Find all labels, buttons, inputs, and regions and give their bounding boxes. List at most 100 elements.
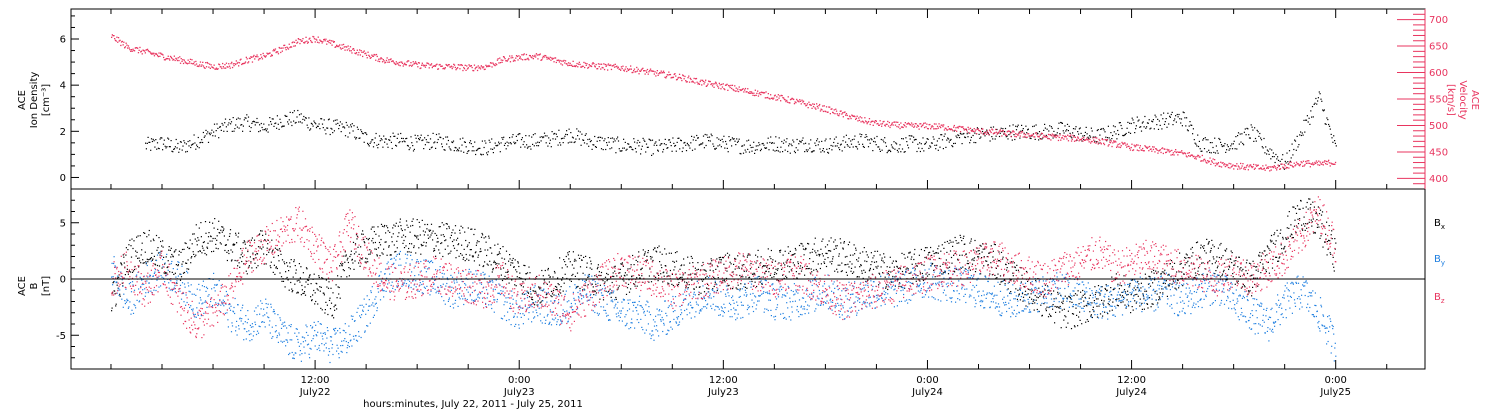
density-point <box>305 117 307 119</box>
density-point <box>494 142 496 144</box>
bx-point <box>979 253 981 255</box>
density-point <box>673 142 675 144</box>
bx-point <box>130 245 132 247</box>
velocity-point <box>685 81 688 83</box>
density-point <box>446 136 449 138</box>
bx-point <box>694 273 696 275</box>
velocity-point <box>1210 163 1212 165</box>
density-point <box>720 146 722 148</box>
bottom-bfield-points <box>111 196 1337 364</box>
bx-point <box>699 286 701 288</box>
bx-point <box>122 254 124 256</box>
density-point <box>1227 146 1229 148</box>
bx-point <box>919 272 921 274</box>
bx-point <box>574 275 576 277</box>
bx-point <box>1016 264 1018 266</box>
velocity-point <box>1010 135 1012 138</box>
density-point <box>406 144 409 147</box>
velocity-point <box>438 64 440 66</box>
velocity-point <box>522 54 525 56</box>
density-point <box>683 142 685 144</box>
velocity-point <box>660 70 662 72</box>
density-point <box>1192 128 1194 130</box>
velocity-point <box>307 41 309 43</box>
bx-point <box>1093 300 1095 302</box>
density-point <box>1148 119 1150 121</box>
density-point <box>296 116 298 118</box>
bx-point <box>636 285 638 287</box>
bx-point <box>712 288 714 290</box>
velocity-point <box>621 67 623 70</box>
bx-point <box>568 251 570 253</box>
density-point <box>1147 122 1149 124</box>
bx-point <box>303 292 305 294</box>
bx-point <box>734 257 736 260</box>
bx-point <box>688 284 690 286</box>
velocity-point <box>1047 137 1049 140</box>
bx-point <box>142 262 144 264</box>
bx-point <box>804 274 806 276</box>
bx-point <box>694 267 696 269</box>
bx-point <box>179 279 182 281</box>
density-point <box>706 134 708 136</box>
bx-point <box>133 268 136 271</box>
density-point <box>147 136 149 138</box>
density-point <box>1189 121 1191 123</box>
density-point <box>514 143 516 145</box>
bx-point <box>305 281 307 283</box>
velocity-point <box>938 123 940 125</box>
bx-point <box>372 237 374 240</box>
velocity-point <box>845 114 847 116</box>
velocity-point <box>202 61 204 63</box>
velocity-point <box>201 64 203 66</box>
density-point <box>1057 127 1059 130</box>
density-point <box>624 141 626 143</box>
bx-point <box>238 232 240 234</box>
bx-point <box>749 268 752 270</box>
bx-point <box>425 245 427 247</box>
bx-point <box>149 258 151 261</box>
velocity-point <box>575 65 577 67</box>
density-point <box>784 149 786 151</box>
bx-point <box>354 243 357 245</box>
velocity-point <box>662 71 664 74</box>
velocity-point <box>760 91 763 93</box>
bx-point <box>949 250 952 252</box>
density-point <box>292 112 294 114</box>
velocity-point <box>981 128 983 130</box>
bx-point <box>910 272 912 274</box>
bx-point <box>556 288 558 290</box>
bx-point <box>251 267 253 269</box>
bx-point <box>896 266 898 268</box>
density-point <box>458 147 460 149</box>
velocity-point <box>1059 134 1061 136</box>
bx-point <box>131 238 133 240</box>
bx-point <box>226 259 228 262</box>
bx-point <box>183 248 185 250</box>
bx-point <box>172 256 174 258</box>
bx-point <box>320 286 322 288</box>
density-point <box>1194 142 1196 144</box>
bx-point <box>644 253 646 255</box>
bx-point <box>540 301 542 303</box>
bx-point <box>396 247 398 249</box>
density-point <box>838 147 840 149</box>
density-point <box>528 135 530 137</box>
density-point <box>1235 136 1237 138</box>
velocity-point <box>237 61 239 64</box>
velocity-point <box>526 58 528 60</box>
bx-point <box>955 240 957 242</box>
velocity-point <box>913 125 916 127</box>
density-point <box>463 151 465 153</box>
bx-point <box>518 277 520 279</box>
velocity-point <box>1247 169 1249 171</box>
bx-point <box>181 263 183 265</box>
density-point <box>950 138 952 141</box>
bx-point <box>1118 288 1120 290</box>
velocity-point <box>1127 145 1129 147</box>
velocity-point <box>505 60 507 62</box>
bx-point <box>866 254 868 256</box>
density-point <box>324 129 326 131</box>
density-point <box>541 136 543 138</box>
bx-point <box>154 264 157 266</box>
